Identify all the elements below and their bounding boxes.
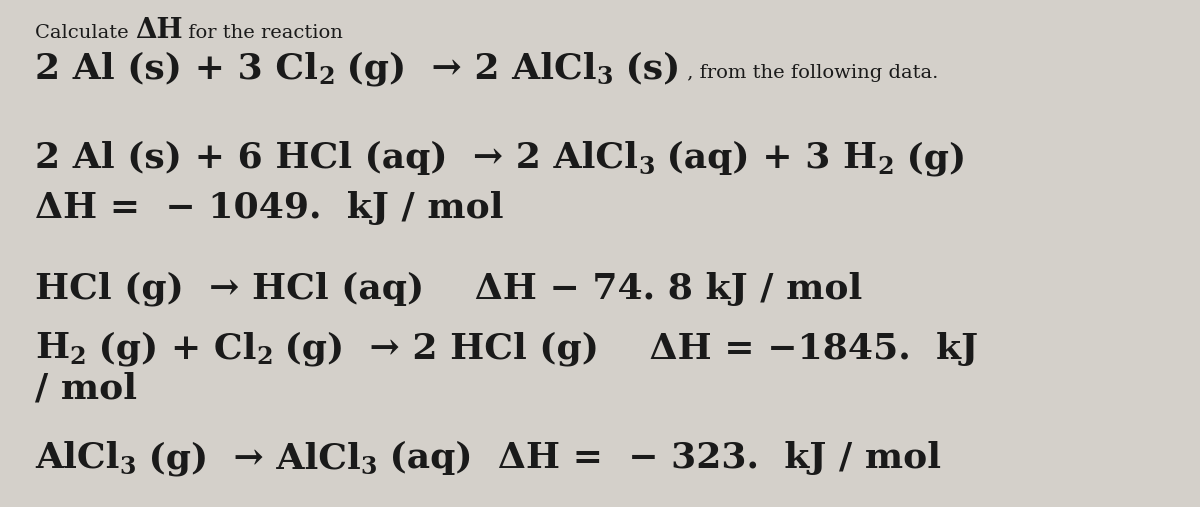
Text: ΔH: ΔH bbox=[134, 17, 182, 44]
Text: 3: 3 bbox=[360, 455, 377, 479]
Text: ΔH =  − 1049.  kJ / mol: ΔH = − 1049. kJ / mol bbox=[35, 191, 504, 225]
Text: 2 Al (s) + 6 HCl (aq)  → 2 AlCl: 2 Al (s) + 6 HCl (aq) → 2 AlCl bbox=[35, 141, 638, 175]
Text: 3: 3 bbox=[119, 455, 136, 479]
Text: (g)  → 2 AlCl: (g) → 2 AlCl bbox=[335, 51, 596, 86]
Text: 3: 3 bbox=[638, 155, 654, 179]
Text: (aq) + 3 H: (aq) + 3 H bbox=[654, 141, 877, 175]
Text: 2 Al (s) + 3 Cl: 2 Al (s) + 3 Cl bbox=[35, 51, 318, 85]
Text: (aq)  ΔH =  − 323.  kJ / mol: (aq) ΔH = − 323. kJ / mol bbox=[377, 441, 941, 475]
Text: (g) + Cl: (g) + Cl bbox=[85, 331, 256, 366]
Text: AlCl: AlCl bbox=[35, 441, 119, 475]
Text: (g)  → 2 HCl (g)    ΔH = −1845.  kJ: (g) → 2 HCl (g) ΔH = −1845. kJ bbox=[272, 331, 979, 366]
Text: 3: 3 bbox=[596, 65, 613, 89]
Text: / mol: / mol bbox=[35, 371, 137, 405]
Text: 2: 2 bbox=[318, 65, 335, 89]
Text: 2: 2 bbox=[256, 345, 272, 369]
Text: for the reaction: for the reaction bbox=[182, 24, 343, 42]
Text: HCl (g)  → HCl (aq)    ΔH − 74. 8 kJ / mol: HCl (g) → HCl (aq) ΔH − 74. 8 kJ / mol bbox=[35, 271, 863, 306]
Text: (s): (s) bbox=[613, 51, 680, 85]
Text: Calculate: Calculate bbox=[35, 24, 134, 42]
Text: (g)  → AlCl: (g) → AlCl bbox=[136, 441, 360, 476]
Text: , from the following data.: , from the following data. bbox=[680, 64, 938, 82]
Text: 2: 2 bbox=[70, 345, 85, 369]
Text: H: H bbox=[35, 331, 70, 365]
Text: 2: 2 bbox=[877, 155, 894, 179]
Text: (g): (g) bbox=[894, 141, 966, 175]
